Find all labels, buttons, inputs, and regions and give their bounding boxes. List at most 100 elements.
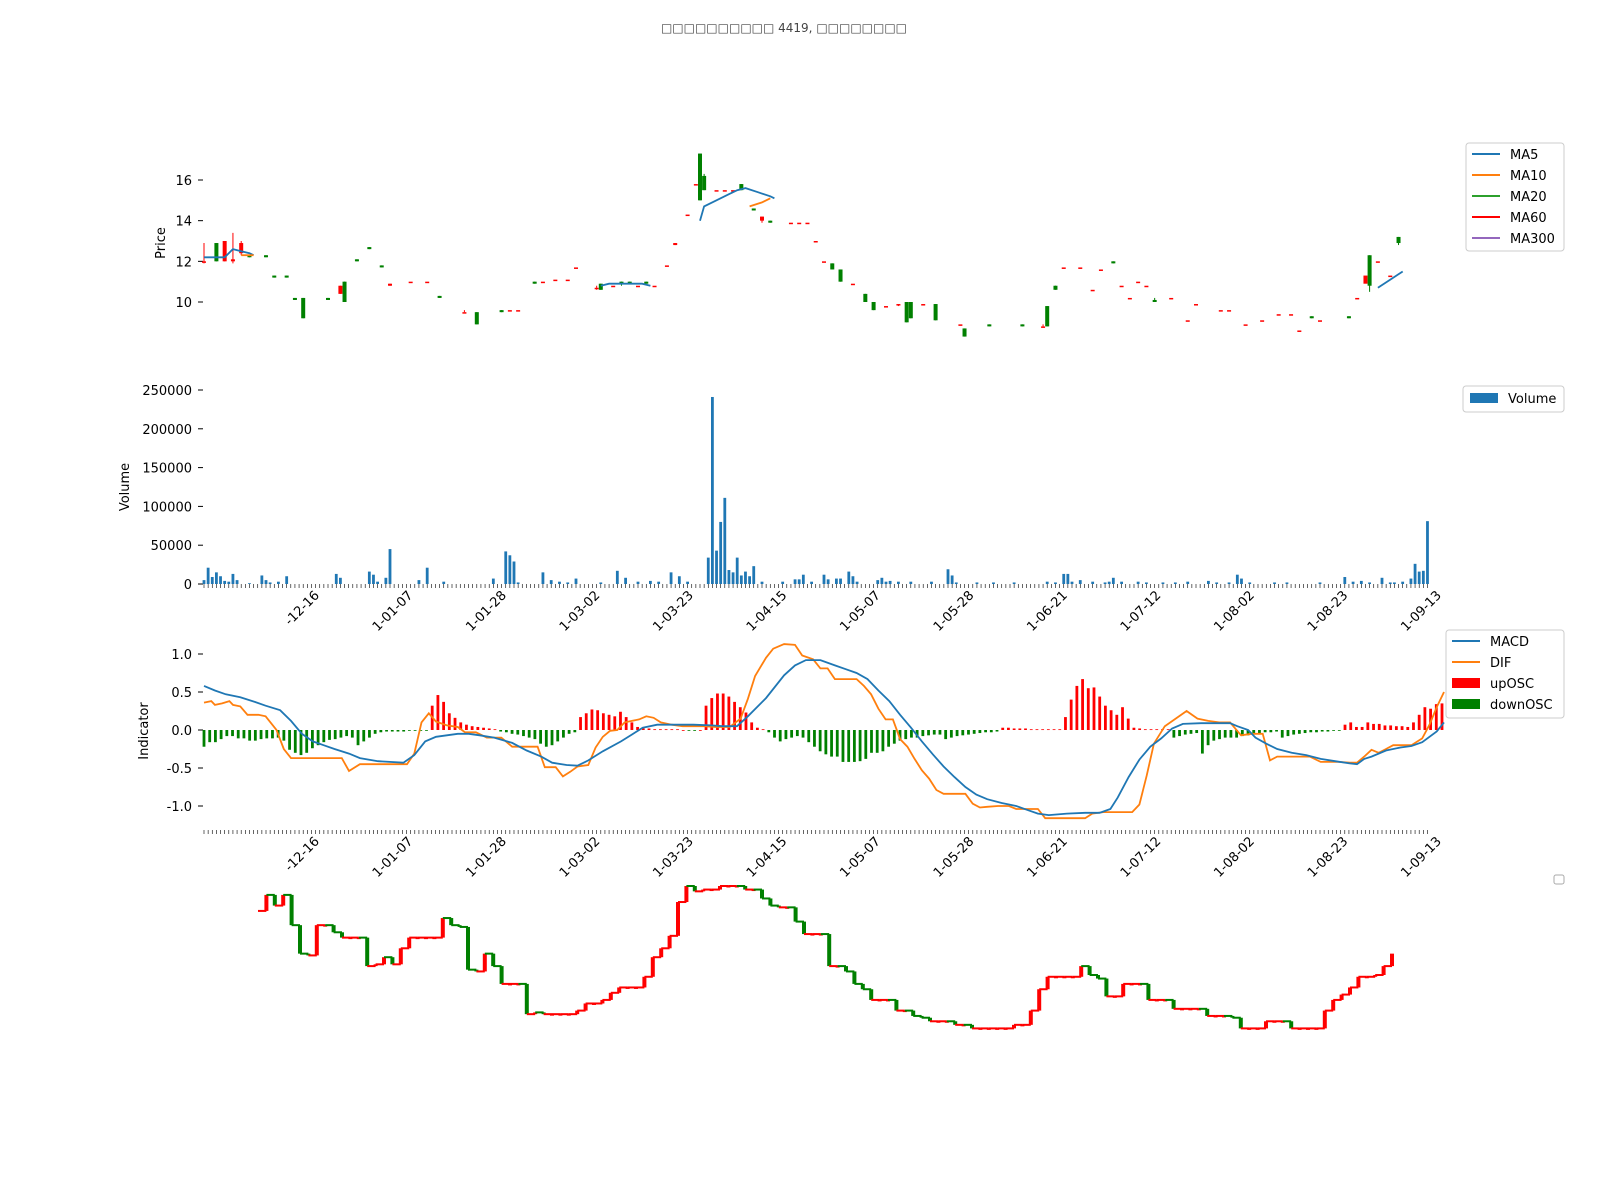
volume-bar (706, 557, 710, 584)
step-bar (852, 971, 857, 984)
price-candle (532, 281, 537, 284)
indicator-downosc-bar (830, 730, 833, 757)
indicator-downosc-bar (350, 730, 354, 738)
indicator-ytick-label: 0.0 (171, 724, 192, 739)
volume-bar (752, 566, 756, 584)
indicator-uposc-bar (590, 709, 594, 730)
price-candle (202, 261, 206, 263)
indicator-downosc-bar (989, 730, 993, 733)
indicator-uposc-bar (1092, 687, 1096, 730)
indicator-uposc-bar (1143, 729, 1147, 731)
indicator-xtick-label: 1-05-07 (837, 834, 883, 880)
indicator-downosc-bar (1235, 730, 1239, 738)
price-series-ma10 (749, 197, 771, 208)
volume-bar (1388, 582, 1392, 584)
step-bar (642, 976, 647, 988)
indicator-uposc-bar (1377, 723, 1381, 730)
indicator-downosc-bar (927, 730, 930, 736)
indicator-ytick-label: 1.0 (171, 648, 192, 663)
indicator-uposc-bar (1149, 729, 1153, 731)
volume-bar (1078, 580, 1082, 584)
price-series-ma5 (204, 248, 254, 259)
indicator-uposc-bar (1434, 704, 1438, 730)
price-legend-label: MA20 (1510, 190, 1547, 205)
indicator-downosc-bar (1200, 730, 1204, 754)
indicator-downosc-bar (328, 730, 331, 740)
indicator-downosc-bar (1195, 730, 1199, 734)
step-bar (1121, 983, 1126, 997)
indicator-ytick-label: 0.5 (171, 686, 192, 701)
indicator-uposc-bar (1166, 729, 1170, 731)
indicator-uposc-bar (1400, 726, 1404, 730)
volume-bar (1421, 570, 1425, 584)
indicator-uposc-bar (447, 713, 451, 730)
indicator-downosc-bar (419, 730, 423, 731)
price-legend-label: MA300 (1510, 232, 1555, 247)
step-bar (575, 1010, 580, 1015)
step-bar (600, 999, 605, 1004)
indicator-downosc-bar (242, 730, 246, 739)
volume-xtick-label: 1-03-23 (650, 588, 696, 634)
indicator-downosc-bar (790, 730, 794, 738)
step-bar (407, 937, 412, 949)
indicator-xtick-label: 1-09-13 (1398, 834, 1444, 880)
step-bar (659, 948, 664, 958)
step-bar (1146, 983, 1151, 1000)
price-candle (664, 265, 669, 267)
indicator-uposc-bar (1098, 696, 1102, 730)
indicator-uposc-bar (476, 726, 480, 730)
volume-bar (1107, 581, 1111, 584)
volume-legend-label: Volume (1508, 392, 1556, 407)
price-candle (437, 295, 442, 298)
price-candle (1276, 314, 1281, 316)
price-candle (1396, 236, 1401, 244)
volume-bar (268, 582, 272, 584)
indicator-downosc-bar (504, 730, 508, 733)
volume-bar (210, 577, 214, 584)
volume-ytick-label: 50000 (151, 539, 192, 554)
indicator-downosc-bar (202, 730, 206, 747)
price-candle (1355, 297, 1360, 300)
indicator-uposc-bar (1012, 728, 1016, 730)
indicator-downosc-bar (807, 730, 811, 743)
indicator-downosc-bar (259, 730, 263, 740)
indicator-uposc-bar (1417, 714, 1421, 730)
price-candle (962, 328, 967, 337)
indicator-downosc-bar (972, 730, 976, 734)
volume-bar (744, 571, 747, 584)
indicator-legend-label: upOSC (1490, 677, 1534, 692)
indicator-downosc-bar (248, 730, 252, 741)
price-legend-label: MA10 (1510, 169, 1547, 184)
price-series-ma5 (600, 282, 651, 287)
indicator-xtick-label: 1-04-15 (744, 834, 790, 880)
volume-bar (1285, 582, 1289, 584)
indicator-downosc-bar (1172, 730, 1176, 738)
price-candle (1169, 297, 1174, 300)
indicator-downosc-bar (356, 730, 360, 746)
indicator-uposc-bar (1155, 729, 1159, 731)
volume-xtick-label: 1-09-13 (1398, 588, 1444, 634)
indicator-downosc-bar (562, 730, 565, 738)
step-bar (1390, 953, 1394, 967)
price-candle (239, 243, 244, 254)
indicator-downosc-bar (852, 730, 856, 762)
indicator-xtick-label: 1-01-28 (463, 834, 509, 880)
volume-bar (810, 581, 813, 584)
indicator-downosc-bar (892, 730, 896, 744)
volume-bar (508, 555, 512, 584)
indicator-uposc-bar (1104, 705, 1107, 730)
indicator-downosc-bar (1183, 730, 1187, 735)
indicator-downosc-bar (225, 730, 229, 737)
volume-bar (388, 549, 392, 584)
indicator-downosc-bar (978, 730, 982, 734)
volume-bar (334, 573, 338, 584)
indicator-uposc-bar (1429, 708, 1432, 730)
price-candle (230, 259, 235, 262)
step-bar (264, 894, 269, 911)
indicator-ytick-label: -1.0 (167, 800, 192, 815)
volume-bar (992, 582, 995, 584)
price-candle (904, 302, 909, 323)
price-candle (1020, 324, 1025, 327)
indicator-uposc-bar (630, 722, 634, 730)
